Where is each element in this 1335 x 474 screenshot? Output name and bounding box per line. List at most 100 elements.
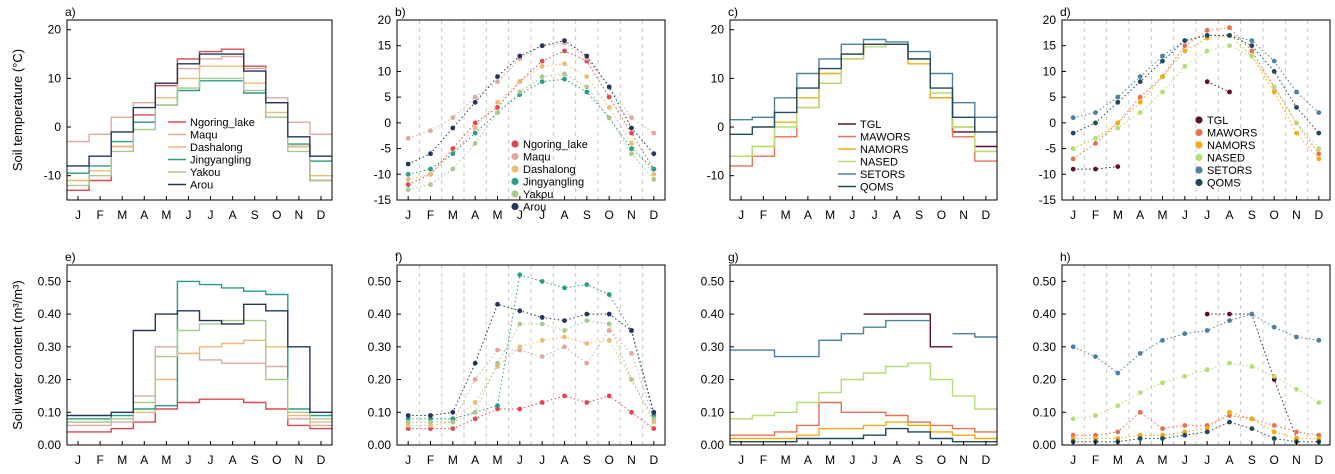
legend-label: Jingyangling: [523, 177, 584, 189]
x-tick-label: M: [1113, 208, 1123, 222]
series-trace-ngoring-lake: [408, 395, 655, 430]
x-tick-label: N: [295, 208, 304, 222]
series-trace-arou: [407, 40, 655, 165]
data-point: [1271, 84, 1277, 90]
x-tick-label: J: [738, 453, 744, 467]
data-point: [1204, 429, 1210, 435]
data-point: [1316, 146, 1322, 152]
legend-label: SETORS: [860, 169, 905, 181]
x-tick-label: M: [493, 208, 503, 222]
x-tick-label: D: [982, 208, 991, 222]
data-point: [629, 141, 634, 146]
panel-label: a): [65, 5, 76, 19]
series-trace-yakou: [408, 73, 655, 191]
series-qoms: [1070, 419, 1322, 445]
data-point: [1093, 413, 1098, 418]
y-tick-label: -10: [707, 169, 725, 183]
panel-label: e): [65, 250, 76, 264]
x-tick-label: S: [915, 208, 923, 222]
x-tick-label: N: [1292, 208, 1301, 222]
series-tgl: [930, 97, 997, 148]
data-point: [1316, 432, 1322, 438]
x-tick-label: F: [96, 208, 103, 222]
legend-swatch: [511, 140, 519, 148]
legend-label: TGL: [860, 119, 881, 131]
y-tick-label: 5: [1049, 90, 1056, 104]
data-point: [1294, 334, 1299, 340]
legend-swatch: [511, 202, 519, 211]
ylabel-soil-water-content: Soil water content (m³/m³): [10, 280, 25, 430]
legend-swatch: [511, 152, 519, 161]
x-tick-label: N: [959, 208, 968, 222]
legend-swatch: [511, 177, 519, 186]
plot-frame: [729, 19, 998, 201]
data-point: [1115, 403, 1121, 409]
y-tick-label: -10: [1039, 167, 1057, 181]
data-point: [606, 94, 612, 100]
y-tick-label: 0.40: [38, 307, 62, 321]
data-point: [495, 403, 500, 409]
data-point: [495, 347, 500, 353]
series-arou: [405, 301, 657, 418]
data-point: [562, 318, 567, 323]
x-tick-label: S: [583, 208, 591, 222]
y-tick-label: 0.20: [1033, 373, 1057, 387]
legend-label: Maqu: [190, 130, 218, 142]
panel-label: d): [1060, 5, 1071, 19]
x-tick-label: O: [604, 453, 613, 467]
data-point: [1182, 331, 1188, 337]
legend-label: Ngoring_lake: [190, 117, 255, 129]
series-ngoring-lake: [405, 393, 657, 431]
data-point: [539, 74, 545, 79]
x-tick-label: M: [1158, 453, 1168, 467]
x-tick-label: N: [627, 453, 636, 467]
x-tick-label: A: [471, 453, 479, 467]
legend-label: NASED: [860, 157, 898, 169]
y-tick-label: -5: [1045, 142, 1056, 156]
series-line-tgl: [863, 313, 953, 348]
data-point: [428, 413, 433, 418]
x-tick-label: S: [251, 453, 259, 467]
x-tick-label: J: [872, 453, 878, 467]
series-tgl: [863, 313, 953, 348]
data-point: [1204, 328, 1210, 333]
y-tick-label: 0.30: [701, 340, 725, 354]
x-tick-label: S: [915, 453, 923, 467]
data-point: [428, 423, 433, 428]
x-tick-label: M: [161, 208, 171, 222]
data-point: [1227, 311, 1232, 317]
data-point: [1204, 27, 1210, 33]
x-tick-label: J: [208, 208, 214, 222]
series-line-qoms: [730, 43, 997, 135]
series-setors: [730, 319, 997, 358]
panel-label: h): [1060, 250, 1071, 264]
x-tick-label: F: [96, 453, 103, 467]
series-line-yakou: [67, 319, 332, 423]
data-point: [1271, 429, 1277, 435]
x-tick-label: D: [1314, 453, 1323, 467]
legend-label: Arou: [523, 202, 546, 214]
panel-g: 0.000.100.200.300.400.50J F M A M J J A S O N Dg): [701, 250, 998, 467]
series-namors: [730, 421, 997, 440]
series-trace-maqu: [408, 42, 655, 139]
legend-swatch: [1195, 141, 1203, 149]
series-setors: [1070, 311, 1322, 376]
x-tick-label: A: [560, 208, 568, 222]
y-tick-label: 0.30: [368, 340, 392, 354]
y-tick-label: 10: [378, 64, 392, 78]
data-point: [1137, 436, 1143, 441]
plot-frame: [729, 264, 998, 446]
plot-frame: [1061, 19, 1331, 201]
data-point: [606, 115, 612, 121]
legend-swatch: [1195, 116, 1203, 124]
data-point: [629, 130, 634, 136]
x-tick-label: N: [959, 453, 968, 467]
series-trace-mawors: [1072, 27, 1320, 160]
data-point: [539, 43, 545, 49]
x-tick-label: M: [781, 453, 791, 467]
legend-label: Yakou: [190, 167, 220, 179]
plot-frame: [396, 19, 666, 201]
data-point: [1160, 337, 1165, 343]
x-tick-label: A: [1225, 453, 1233, 467]
